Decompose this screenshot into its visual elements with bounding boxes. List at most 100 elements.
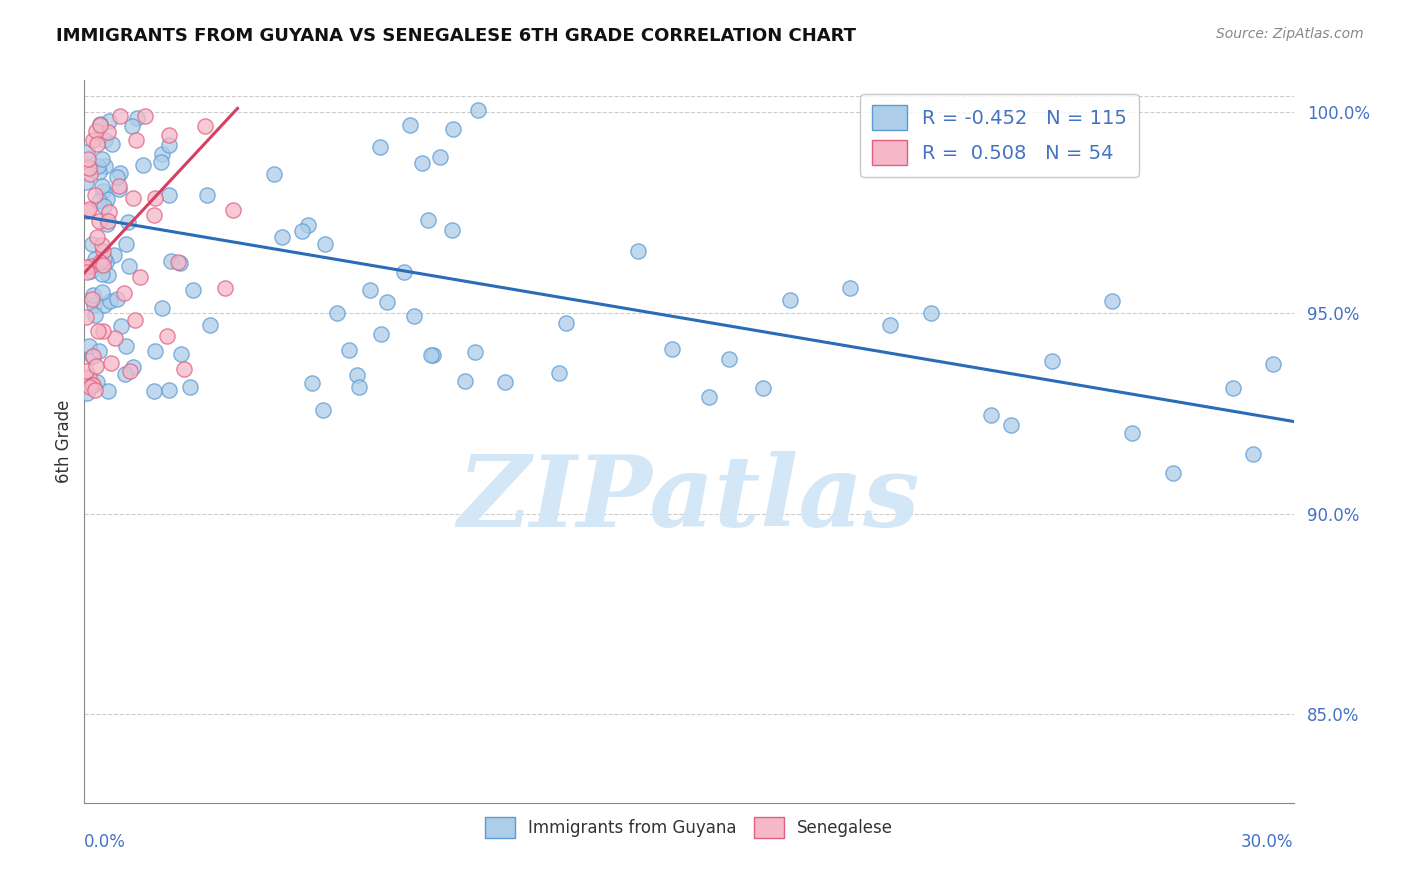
Point — [82, 288, 104, 302]
Point — [87, 194, 110, 208]
Point — [314, 236, 336, 251]
Point — [91, 324, 114, 338]
Point — [86, 230, 108, 244]
Point — [270, 229, 292, 244]
Point — [84, 383, 107, 397]
Point — [134, 109, 156, 123]
Point — [79, 379, 101, 393]
Point — [346, 368, 368, 383]
Point — [82, 349, 104, 363]
Point — [132, 158, 155, 172]
Point — [347, 379, 370, 393]
Point — [122, 360, 145, 375]
Point — [359, 283, 381, 297]
Point — [627, 244, 650, 258]
Point — [159, 128, 181, 142]
Point — [337, 343, 360, 357]
Point — [86, 375, 108, 389]
Point — [143, 343, 166, 358]
Point — [76, 145, 98, 159]
Point — [411, 156, 433, 170]
Point — [98, 114, 121, 128]
Text: ZIPatlas: ZIPatlas — [458, 451, 920, 548]
Point — [80, 237, 103, 252]
Point — [112, 286, 135, 301]
Point — [75, 310, 97, 324]
Point — [114, 367, 136, 381]
Point — [89, 164, 111, 178]
Point — [87, 159, 110, 173]
Point — [1222, 381, 1244, 395]
Point — [76, 371, 98, 385]
Point — [159, 254, 181, 268]
Text: Source: ZipAtlas.com: Source: ZipAtlas.com — [1216, 27, 1364, 41]
Point — [96, 192, 118, 206]
Point — [82, 133, 104, 147]
Point — [214, 280, 236, 294]
Point — [464, 345, 486, 359]
Point — [122, 191, 145, 205]
Point — [96, 218, 118, 232]
Point — [1161, 466, 1184, 480]
Point — [98, 205, 121, 219]
Legend: Immigrants from Guyana, Senegalese: Immigrants from Guyana, Senegalese — [478, 810, 900, 845]
Point — [97, 268, 120, 282]
Point — [440, 223, 463, 237]
Point — [125, 112, 148, 126]
Point — [197, 188, 219, 202]
Point — [93, 199, 115, 213]
Point — [194, 120, 217, 134]
Point — [104, 331, 127, 345]
Point — [100, 356, 122, 370]
Point — [157, 384, 180, 398]
Point — [98, 293, 121, 308]
Point — [77, 370, 100, 384]
Point — [79, 167, 101, 181]
Point — [392, 265, 415, 279]
Point — [108, 109, 131, 123]
Point — [89, 214, 111, 228]
Point — [94, 134, 117, 148]
Point — [222, 203, 245, 218]
Point — [107, 292, 129, 306]
Point — [89, 118, 111, 132]
Point — [297, 218, 319, 232]
Point — [105, 169, 128, 184]
Point — [920, 306, 942, 320]
Y-axis label: 6th Grade: 6th Grade — [55, 400, 73, 483]
Point — [661, 342, 683, 356]
Point — [84, 359, 107, 373]
Point — [83, 298, 105, 312]
Point — [89, 255, 111, 269]
Point — [82, 349, 104, 363]
Point — [980, 408, 1002, 422]
Point — [441, 122, 464, 136]
Point — [370, 326, 392, 341]
Point — [429, 150, 451, 164]
Point — [150, 301, 173, 315]
Point — [118, 259, 141, 273]
Point — [263, 167, 285, 181]
Point — [454, 374, 477, 388]
Point — [179, 380, 201, 394]
Point — [117, 215, 139, 229]
Point — [97, 125, 120, 139]
Point — [159, 187, 181, 202]
Point — [75, 175, 97, 189]
Point — [90, 285, 112, 299]
Point — [173, 362, 195, 376]
Point — [82, 377, 104, 392]
Point — [91, 244, 114, 258]
Text: 30.0%: 30.0% — [1241, 833, 1294, 851]
Point — [375, 295, 398, 310]
Point — [125, 133, 148, 147]
Point — [94, 255, 117, 269]
Point — [108, 179, 131, 194]
Point — [103, 248, 125, 262]
Point — [198, 318, 221, 332]
Point — [75, 260, 97, 274]
Point — [326, 306, 349, 320]
Point — [80, 260, 103, 274]
Point — [90, 267, 112, 281]
Point — [82, 378, 104, 392]
